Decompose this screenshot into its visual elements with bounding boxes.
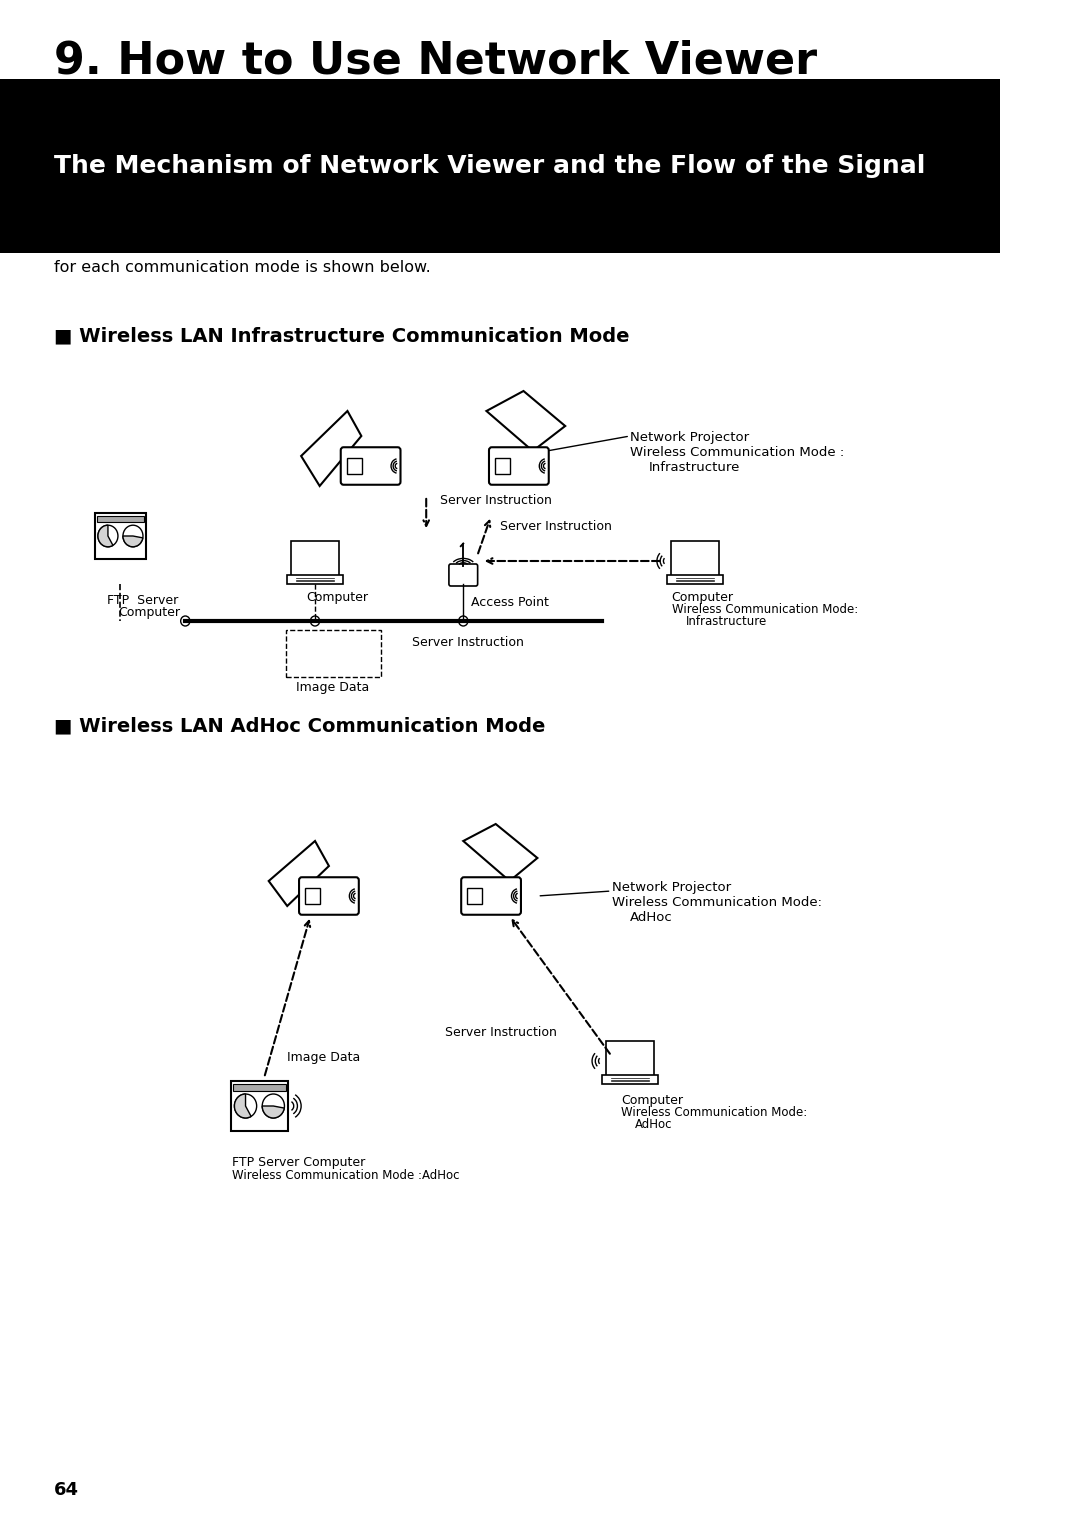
Text: ■ Wireless LAN AdHoc Communication Mode: ■ Wireless LAN AdHoc Communication Mode [54,716,545,735]
FancyBboxPatch shape [461,878,521,914]
FancyBboxPatch shape [95,514,147,558]
Text: Access Point: Access Point [471,596,549,609]
FancyBboxPatch shape [299,878,359,914]
Circle shape [310,616,320,625]
Text: Network Projector: Network Projector [611,881,731,894]
FancyBboxPatch shape [602,1075,658,1084]
Wedge shape [262,1105,284,1118]
FancyBboxPatch shape [495,457,510,474]
Text: ■ Wireless LAN Infrastructure Communication Mode: ■ Wireless LAN Infrastructure Communicat… [54,326,630,346]
FancyBboxPatch shape [449,564,477,586]
Text: Wireless Communication Mode:: Wireless Communication Mode: [672,602,858,616]
Text: 64: 64 [54,1482,79,1498]
Text: Computer: Computer [672,592,733,604]
FancyBboxPatch shape [666,575,723,584]
Text: Wireless Communication Mode:: Wireless Communication Mode: [611,896,822,910]
Text: Wireless Communication Mode :AdHoc: Wireless Communication Mode :AdHoc [231,1170,459,1182]
Polygon shape [486,391,565,451]
Circle shape [459,616,468,625]
Circle shape [180,616,190,625]
Text: Server Instruction: Server Instruction [500,520,612,532]
FancyBboxPatch shape [468,888,483,904]
Circle shape [98,524,118,547]
Text: AdHoc: AdHoc [635,1118,672,1131]
FancyBboxPatch shape [489,448,549,485]
Text: FTP Server Computer: FTP Server Computer [231,1156,365,1170]
Polygon shape [269,841,329,907]
Text: Image Data: Image Data [297,680,369,694]
FancyBboxPatch shape [305,888,321,904]
FancyBboxPatch shape [233,1084,286,1090]
FancyBboxPatch shape [287,575,343,584]
Wedge shape [234,1095,251,1118]
Text: The Mechanism of Network Viewer and the Flow of the Signal: The Mechanism of Network Viewer and the … [54,154,926,177]
Text: Image Data: Image Data [287,1050,361,1064]
Circle shape [123,524,143,547]
Circle shape [234,1095,257,1118]
Wedge shape [98,524,113,547]
FancyBboxPatch shape [606,1041,653,1076]
Text: Computer: Computer [621,1095,683,1107]
Text: Computer: Computer [119,605,180,619]
FancyBboxPatch shape [671,541,719,576]
Text: Server Instruction: Server Instruction [441,494,552,508]
Text: Infrastructure: Infrastructure [686,615,767,628]
Text: Computer: Computer [306,592,368,604]
Polygon shape [463,824,538,881]
Text: FTP  Server: FTP Server [107,593,178,607]
FancyBboxPatch shape [231,1081,288,1131]
Text: 9. How to Use Network Viewer: 9. How to Use Network Viewer [54,40,816,83]
Text: The Mechanism of Network Viewer and the Flow of the Signal: The Mechanism of Network Viewer and the … [54,154,926,177]
Text: Infrastructure: Infrastructure [649,462,740,474]
Wedge shape [123,537,143,547]
Circle shape [262,1095,284,1118]
Polygon shape [301,411,362,486]
FancyBboxPatch shape [347,457,362,474]
FancyBboxPatch shape [97,515,144,521]
Text: Network Projector: Network Projector [630,431,750,443]
Text: Network Viewer is to project an image stored on a FTP server which is on the sam: Network Viewer is to project an image st… [54,216,820,275]
Text: AdHoc: AdHoc [630,911,673,924]
Text: Wireless Communication Mode :: Wireless Communication Mode : [630,446,845,459]
FancyBboxPatch shape [340,448,401,485]
Text: Server Instruction: Server Instruction [445,1026,556,1040]
FancyBboxPatch shape [292,541,339,576]
Text: Server Instruction: Server Instruction [413,636,524,648]
Text: Wireless Communication Mode:: Wireless Communication Mode: [621,1105,807,1119]
